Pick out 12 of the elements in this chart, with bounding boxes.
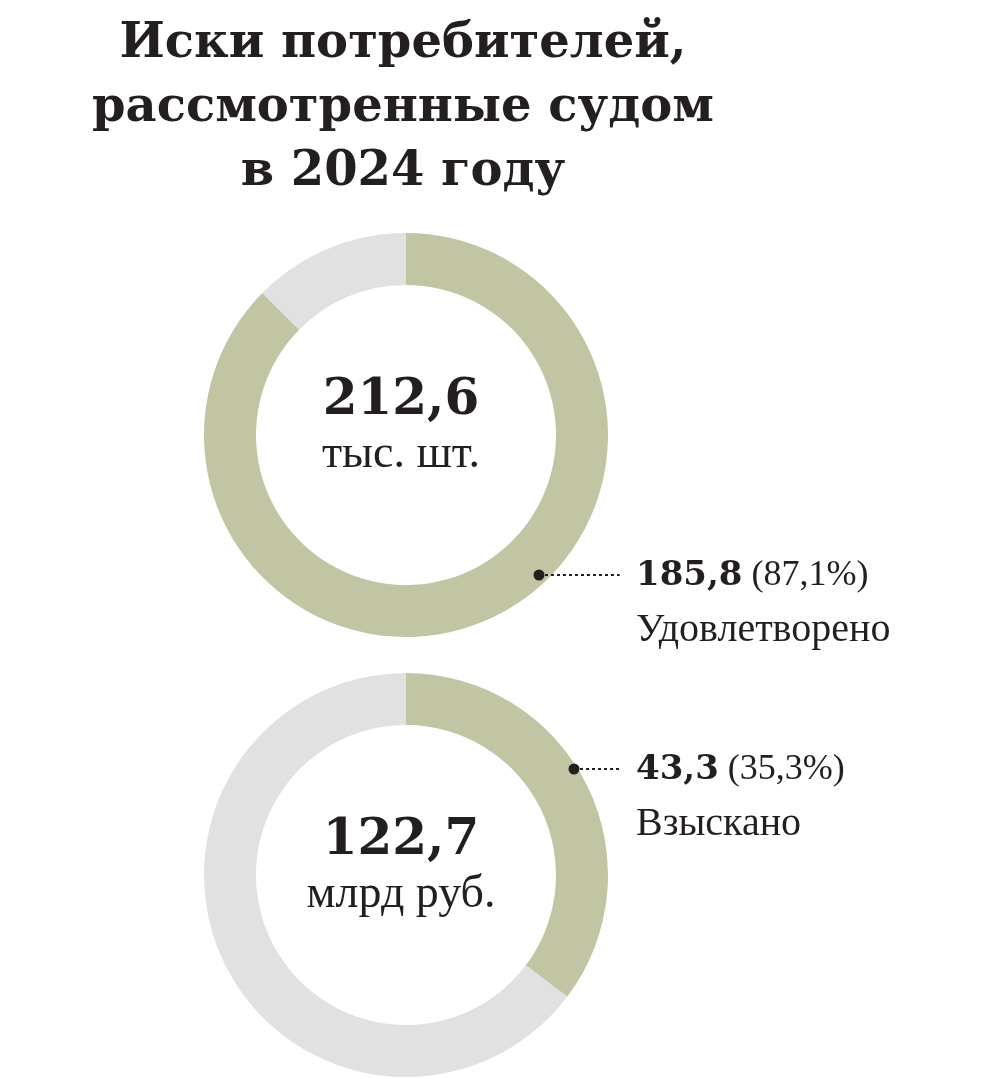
slice-label: Взыскано [636,798,803,846]
text: млрд руб. [305,866,497,918]
text: 212,6 [321,367,481,426]
slice-label: Удовлетворено [636,604,891,653]
donut-slice [262,233,406,330]
text: 122,7 [321,807,481,866]
chart-title: Иски потребителей, рассмотренные судом в 2024 году [91,11,715,198]
donut-slice [204,233,608,637]
data-label: 43,3 (35,3%) [636,747,845,787]
donut-slice [204,673,568,1077]
text: тыс. шт. [321,426,481,478]
data-label: 185,8 (87,1%) [636,553,869,594]
